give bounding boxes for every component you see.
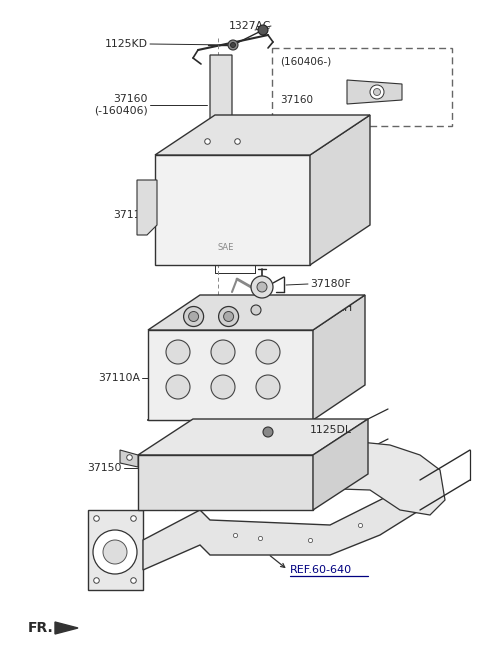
Polygon shape xyxy=(290,440,445,515)
Text: 37160
(-160406): 37160 (-160406) xyxy=(94,94,148,116)
Circle shape xyxy=(251,276,273,298)
Polygon shape xyxy=(313,295,365,420)
Polygon shape xyxy=(310,115,370,265)
Text: 1125KD: 1125KD xyxy=(105,39,148,49)
Text: 1327AC: 1327AC xyxy=(228,21,271,31)
Circle shape xyxy=(228,40,238,50)
Circle shape xyxy=(256,340,280,364)
Text: 37150: 37150 xyxy=(87,463,122,473)
Polygon shape xyxy=(138,455,313,510)
Text: 37160: 37160 xyxy=(280,95,313,105)
Polygon shape xyxy=(55,622,78,634)
Circle shape xyxy=(218,307,239,326)
Text: 37180F: 37180F xyxy=(310,279,351,289)
Circle shape xyxy=(257,282,267,292)
Circle shape xyxy=(166,340,190,364)
Text: SAE: SAE xyxy=(217,242,233,252)
Text: 1125DL: 1125DL xyxy=(310,425,352,435)
Circle shape xyxy=(370,85,384,99)
Polygon shape xyxy=(88,510,143,590)
Text: (160406-): (160406-) xyxy=(280,57,331,67)
Circle shape xyxy=(224,312,234,322)
Polygon shape xyxy=(155,155,310,265)
Circle shape xyxy=(103,540,127,564)
Circle shape xyxy=(189,312,199,322)
Text: 37110A: 37110A xyxy=(98,373,140,383)
Polygon shape xyxy=(143,480,420,570)
Circle shape xyxy=(251,305,261,315)
Bar xyxy=(272,48,452,126)
Polygon shape xyxy=(210,55,232,145)
Text: 1141AH: 1141AH xyxy=(310,303,353,313)
Text: FR.: FR. xyxy=(28,621,54,635)
Circle shape xyxy=(258,25,268,35)
Polygon shape xyxy=(137,180,157,235)
Polygon shape xyxy=(313,419,368,510)
Circle shape xyxy=(93,530,137,574)
Text: 37112: 37112 xyxy=(114,210,148,220)
Text: REF.60-640: REF.60-640 xyxy=(290,565,352,575)
Circle shape xyxy=(256,375,280,399)
Circle shape xyxy=(166,375,190,399)
Circle shape xyxy=(373,88,381,96)
Circle shape xyxy=(230,43,236,48)
Polygon shape xyxy=(138,419,368,455)
Polygon shape xyxy=(148,295,365,330)
Polygon shape xyxy=(155,115,370,155)
Circle shape xyxy=(263,427,273,437)
Polygon shape xyxy=(120,450,138,467)
Circle shape xyxy=(211,340,235,364)
Polygon shape xyxy=(347,80,402,104)
Circle shape xyxy=(211,375,235,399)
Circle shape xyxy=(183,307,204,326)
Polygon shape xyxy=(148,330,313,420)
